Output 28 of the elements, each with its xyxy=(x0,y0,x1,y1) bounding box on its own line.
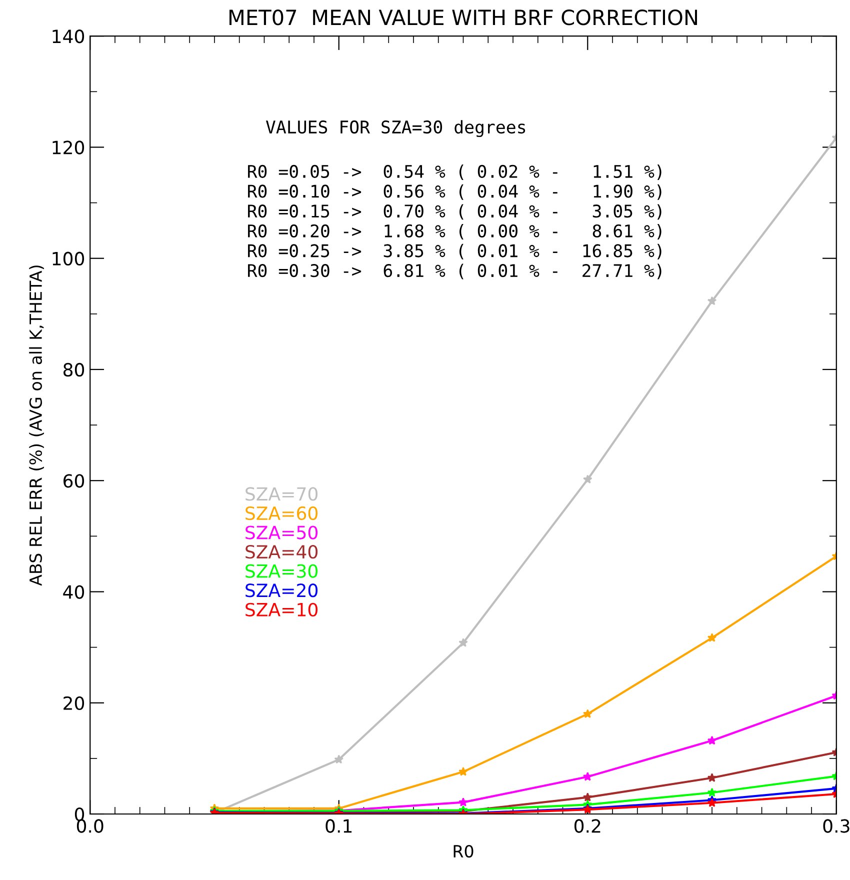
x-tick-label: 0.3 xyxy=(823,819,850,833)
x-axis-title: R0 xyxy=(454,844,474,858)
y-tick-label: 120 xyxy=(52,140,84,154)
text: SZA=70 xyxy=(246,487,318,501)
annotation: R0 =0.20 -> 1.68 % ( 0.00 % - 8.61 %) xyxy=(248,224,662,240)
chart-title: MET07 MEAN VALUE WITH BRF CORRECTION xyxy=(230,10,697,26)
text: SZA=10 xyxy=(246,602,318,616)
annotation: R0 =0.30 -> 6.81 % ( 0.01 % - 27.71 %) xyxy=(248,264,662,280)
y-axis-title: ABS REL ERR (%) (AVG on all K,THETA) xyxy=(29,266,44,586)
x-tick-label: 0.0 xyxy=(76,819,104,833)
annotation: R0 =0.25 -> 3.85 % ( 0.01 % - 16.85 %) xyxy=(248,244,662,260)
text: SZA=30 xyxy=(246,564,318,578)
y-tick-label: 20 xyxy=(64,696,84,710)
annotation: VALUES FOR SZA=30 degrees xyxy=(266,120,526,138)
annotation: R0 =0.15 -> 0.70 % ( 0.04 % - 3.05 %) xyxy=(248,204,662,220)
x-tick-label: 0.1 xyxy=(326,819,352,833)
annotation: R0 =0.05 -> 0.54 % ( 0.02 % - 1.51 %) xyxy=(248,164,662,180)
text: SZA=50 xyxy=(246,526,318,540)
y-tick-label: 80 xyxy=(63,362,84,377)
y-tick-label: 100 xyxy=(52,252,84,266)
text: SZA=40 xyxy=(246,544,318,559)
y-tick-label: 40 xyxy=(63,585,84,599)
x-tick-label: 0.2 xyxy=(574,819,600,833)
annotation: R0 =0.10 -> 0.56 % ( 0.04 % - 1.90 %) xyxy=(248,184,662,200)
y-tick-label: 140 xyxy=(52,30,84,44)
text: SZA=20 xyxy=(246,584,318,598)
text: SZA=60 xyxy=(246,506,318,520)
y-tick-label: 60 xyxy=(64,474,84,488)
